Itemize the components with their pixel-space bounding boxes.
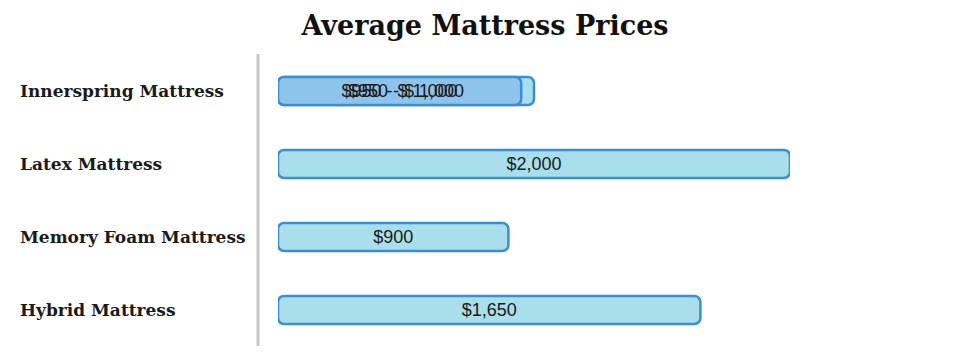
svg-text:Latex Mattress: Latex Mattress <box>20 154 162 174</box>
svg-text:$2,000: $2,000 <box>506 154 561 174</box>
svg-text:$950 - $ 1,000: $950 - $ 1,000 <box>342 81 458 101</box>
svg-text:Memory Foam Mattress: Memory Foam Mattress <box>20 227 246 247</box>
svg-text:Innerspring Mattress: Innerspring Mattress <box>20 81 224 101</box>
html-text:Average Mattress Prices: Average Mattress Prices <box>301 10 669 41</box>
svg-text:Hybrid Mattress: Hybrid Mattress <box>20 300 176 320</box>
svg-text:$900: $900 <box>373 227 413 247</box>
svg-text:$1,650: $1,650 <box>462 300 517 320</box>
